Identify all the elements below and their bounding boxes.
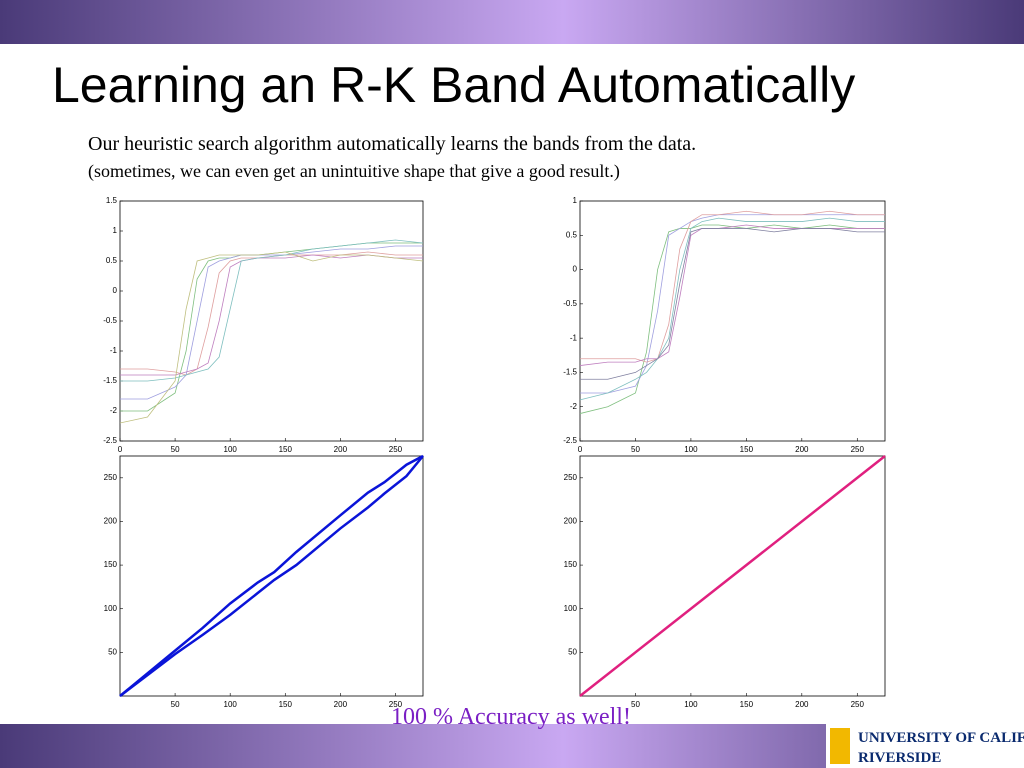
caption: 100 % Accuracy as well! [391,704,631,730]
series-line [120,245,423,400]
logo-mark [830,728,850,764]
x-tick-label: 50 [171,445,180,454]
series-line [119,454,424,697]
series-line [579,224,885,414]
y-tick-label: 250 [564,473,578,482]
y-tick-label: -2 [110,406,118,415]
logo-text: RIVERSIDE [858,750,941,766]
top-banner [0,0,1024,44]
body-text: (sometimes, we can even get an unintuiti… [88,161,620,182]
y-tick-label: 0.5 [566,230,578,239]
y-tick-label: -0.5 [103,316,117,325]
slide-title: Learning an R-K Band Automatically [52,57,855,113]
series-line [120,239,424,382]
series-line [580,228,885,380]
y-tick-label: -2.5 [563,436,577,445]
y-tick-label: 1 [113,226,118,235]
x-tick-label: 0 [578,445,583,454]
y-tick-label: -1 [110,346,118,355]
y-tick-label: 50 [108,647,117,656]
logo-text: UNIVERSITY OF CALIFORNIA [858,730,1024,746]
y-tick-label: 1.5 [106,196,118,205]
y-tick-label: 1 [573,196,578,205]
x-tick-label: 200 [334,700,348,709]
y-tick-label: 200 [104,517,118,526]
x-tick-label: 0 [118,445,123,454]
y-tick-label: 150 [564,560,578,569]
x-tick-label: 200 [795,700,809,709]
y-tick-label: -1.5 [563,368,577,377]
y-tick-label: -1.5 [103,376,117,385]
y-tick-label: 100 [104,604,118,613]
x-tick-label: 100 [224,700,238,709]
y-tick-label: -0.5 [563,299,577,308]
x-tick-label: 50 [631,700,640,709]
body-text: Our heuristic search algorithm automatic… [88,133,696,155]
x-tick-label: 100 [684,445,698,454]
x-tick-label: 150 [740,700,754,709]
x-tick-label: 150 [279,700,293,709]
y-tick-label: 0 [573,265,578,274]
series-line [579,455,886,697]
logo-box [826,724,1024,768]
x-tick-label: 200 [334,445,348,454]
plot-frame [119,200,424,442]
x-tick-label: 250 [389,445,403,454]
y-tick-label: 150 [104,560,118,569]
y-tick-label: 250 [104,473,118,482]
x-tick-label: 250 [851,445,865,454]
y-tick-label: -2.5 [103,436,117,445]
series-line [119,251,424,424]
x-tick-label: 250 [851,700,865,709]
series-line [579,217,885,401]
x-tick-label: 100 [224,445,238,454]
y-tick-label: 100 [564,604,578,613]
y-tick-label: 50 [568,647,577,656]
y-tick-label: -1 [570,333,578,342]
x-tick-label: 150 [740,445,754,454]
x-tick-label: 50 [171,700,180,709]
x-tick-label: 250 [389,700,403,709]
y-tick-label: 0 [113,286,118,295]
y-tick-label: 0.5 [106,256,118,265]
series-line [120,254,423,376]
x-tick-label: 150 [279,445,293,454]
x-tick-label: 200 [795,445,809,454]
y-tick-label: 200 [564,517,578,526]
plot-frame [579,200,886,442]
x-tick-label: 100 [684,700,698,709]
x-tick-label: 50 [631,445,640,454]
series-line [119,455,424,697]
y-tick-label: -2 [570,402,578,411]
